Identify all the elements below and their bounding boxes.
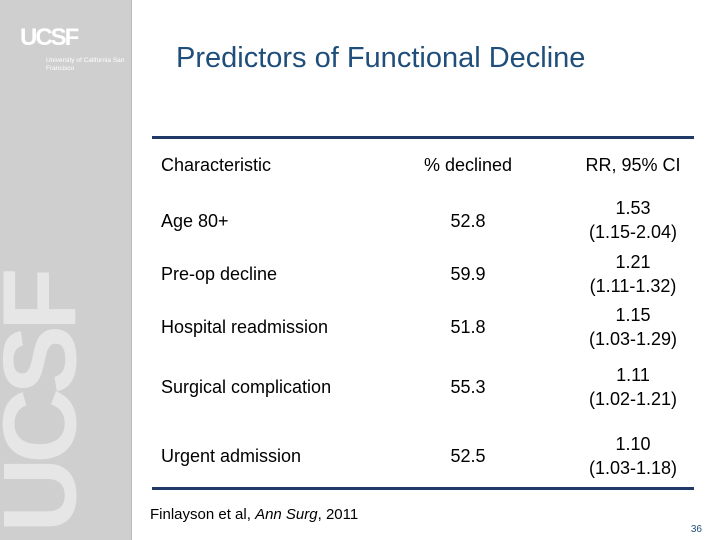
header-rr-ci: RR, 95% CI — [585, 155, 681, 175]
ci-value: (1.02-1.21) — [588, 389, 678, 409]
sidebar-panel: UCSF University of California San Franci… — [0, 0, 131, 540]
logo-subtitle: University of California San Francisco — [46, 57, 125, 72]
table-top-rule — [152, 136, 694, 139]
row-rr: 1.21 (1.11-1.32) — [560, 250, 706, 298]
row-percent: 51.8 — [450, 317, 486, 337]
citation-journal: Ann Surg — [255, 506, 318, 523]
ci-value: (1.11-1.32) — [589, 276, 677, 296]
ci-value: (1.15-2.04) — [588, 222, 678, 242]
header-percent-declined: % declined — [423, 155, 513, 175]
rr-value: 1.53 — [615, 198, 651, 218]
row-percent: 59.9 — [450, 264, 486, 284]
row-rr: 1.53 (1.15-2.04) — [560, 196, 706, 244]
ci-value: (1.03-1.29) — [588, 329, 678, 349]
ci-value: (1.03-1.18) — [588, 458, 678, 478]
slide-title: Predictors of Functional Decline — [176, 42, 586, 74]
citation-year: , 2011 — [317, 506, 359, 523]
row-rr: 1.11 (1.02-1.21) — [560, 363, 706, 411]
rr-value: 1.11 — [616, 365, 650, 385]
watermark-text: UCSF — [0, 273, 99, 533]
row-characteristic: Urgent admission — [161, 446, 302, 466]
row-characteristic: Pre-op decline — [161, 264, 278, 284]
rr-value: 1.21 — [615, 252, 651, 272]
ucsf-logo: UCSF — [20, 24, 79, 51]
citation-authors: Finlayson et al, — [150, 506, 256, 523]
sidebar-divider — [131, 0, 132, 540]
ucsf-watermark: UCSF — [0, 258, 99, 540]
row-characteristic: Surgical complication — [161, 377, 332, 397]
row-percent: 52.5 — [450, 446, 486, 466]
row-percent: 55.3 — [450, 377, 486, 397]
rr-value: 1.15 — [615, 305, 651, 325]
header-characteristic: Characteristic — [161, 155, 272, 175]
citation-footnote: Finlayson et al, Ann Surg, 2011 — [150, 506, 358, 523]
row-rr: 1.10 (1.03-1.18) — [560, 432, 706, 480]
page-number: 36 — [690, 524, 702, 535]
row-rr: 1.15 (1.03-1.29) — [560, 303, 706, 351]
row-characteristic: Age 80+ — [161, 211, 229, 231]
rr-value: 1.10 — [615, 434, 651, 454]
row-characteristic: Hospital readmission — [161, 317, 329, 337]
table-bottom-rule — [152, 487, 694, 490]
row-percent: 52.8 — [450, 211, 486, 231]
